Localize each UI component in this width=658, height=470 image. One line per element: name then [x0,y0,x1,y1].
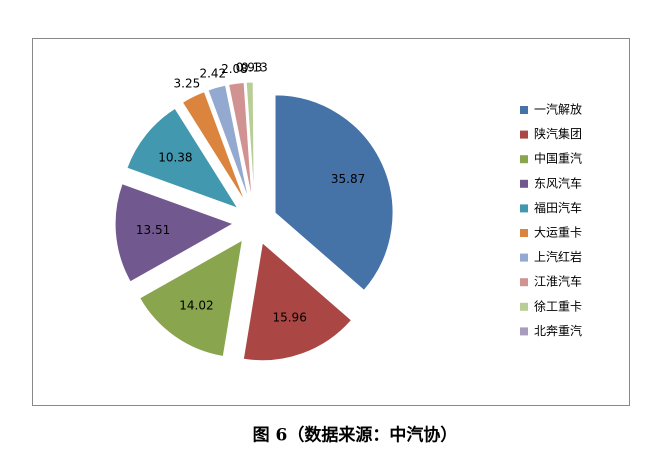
legend-swatch [520,204,528,213]
legend-swatch [520,106,528,114]
legend-label: 大运重卡 [534,226,582,240]
legend-label: 徐工重卡 [534,298,582,313]
data-label: 13.51 [136,223,170,237]
legend-swatch [520,229,528,237]
data-label: 2.08 [221,62,248,76]
legend-swatch [520,179,528,188]
legend-label: 一汽解放 [534,102,582,117]
legend-swatch [520,278,528,287]
data-label: 0.93 [236,61,263,75]
data-label: 2.42 [199,66,226,80]
legend-label: 东风汽车 [534,175,582,190]
pie-slice [207,84,250,202]
pie-slice [181,90,246,203]
legend-label: 陕汽集团 [534,126,582,141]
data-label: 14.02 [179,298,213,312]
data-label: 3.25 [174,76,201,90]
legend-label: 福田汽车 [534,200,582,215]
data-label: 15.96 [272,311,306,325]
pie-slice [274,94,394,292]
legend-swatch [520,302,528,311]
pie-slice [126,107,240,210]
legend-label: 上汽红岩 [534,249,582,264]
data-label: 0.13 [241,61,268,75]
pie-slice [253,81,256,201]
legend-swatch [520,130,528,139]
pie-slice [228,81,253,201]
data-label: 10.38 [158,150,192,164]
legend-swatch [520,155,528,164]
legend-swatch [520,253,528,262]
pie-slice [114,183,235,283]
legend-label: 江淮汽车 [534,274,582,289]
pie-slice [242,241,353,362]
caption: 图 6（数据来源：中汽协） [253,425,458,446]
legend-swatch [520,327,528,336]
legend-label: 中国重汽 [534,151,582,166]
legend-label: 北奔重汽 [534,323,582,338]
data-label: 35.87 [331,172,365,186]
pie-slice [138,239,244,358]
pie-slice [245,81,255,201]
